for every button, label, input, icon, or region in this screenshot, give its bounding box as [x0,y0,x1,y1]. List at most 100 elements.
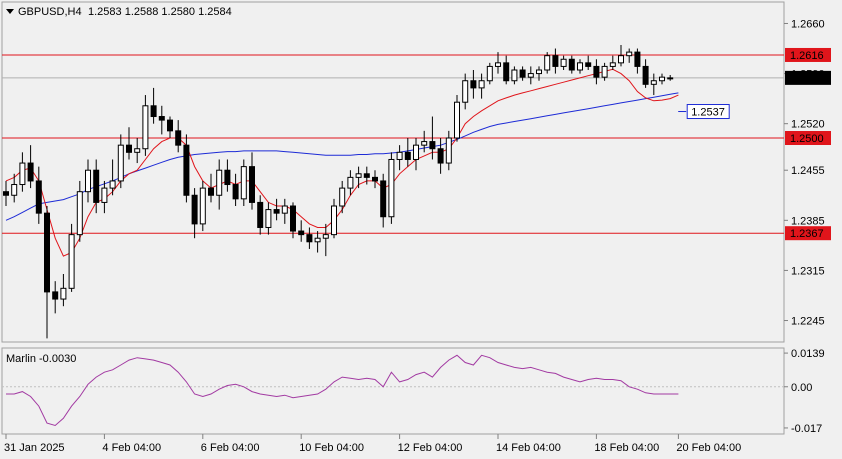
candle [109,159,116,196]
candle [609,55,616,70]
candle [224,159,231,192]
candle [552,48,559,74]
current-price-tag [785,70,831,85]
candle-body [527,73,534,78]
candle [667,75,674,81]
candle-body [68,234,75,289]
candle-body [240,166,247,200]
candle [322,223,329,257]
candle-body [3,191,9,196]
candle [3,180,9,206]
candle-body [609,62,616,67]
candle [167,116,173,138]
candle [445,130,452,171]
candle [208,173,214,203]
candle [232,173,239,206]
candles-layer [3,44,674,339]
level-price-tag-label: 1.2500 [790,133,824,145]
candle-body [552,55,559,67]
oscillator-frame [1,347,785,435]
y-tick-label: 1.2455 [791,165,825,177]
candle-body [19,162,26,186]
menu-triangle-icon[interactable] [6,9,14,14]
candle [413,138,419,171]
candle [421,130,428,153]
candle-body [232,184,239,200]
candle [273,198,280,221]
candle [257,195,264,235]
candle-body [568,58,575,71]
main-plot-frame [1,1,785,343]
candle-body [273,209,280,214]
candle [511,66,518,85]
candle [470,70,477,99]
candle-body [601,65,608,78]
x-tick-label: 14 Feb 04:00 [496,442,561,454]
candle-body [134,148,141,153]
candle-body [44,212,50,293]
candle [183,134,190,203]
candle-body [355,173,362,178]
candle-body [158,116,165,121]
candle [568,55,575,74]
candle [150,87,157,124]
x-tick-label: 20 Feb 04:00 [676,442,741,454]
candle-body [208,187,214,196]
candle [454,95,460,142]
candle-body [404,151,411,160]
candle-body [659,76,665,82]
candle [339,180,346,214]
candle [478,73,485,99]
candle-body [306,234,313,243]
candle-body [388,158,395,218]
candle [117,134,124,189]
candle-body [363,173,370,178]
candle [85,159,91,203]
candle-body [536,69,542,75]
candle-body [265,209,272,228]
candle-body [109,180,116,189]
ma-value-tag [686,104,730,120]
candle [462,73,469,110]
candle [618,44,624,67]
level-price-tag [785,226,831,241]
candle-body [445,137,452,164]
candle-body [347,176,354,189]
y-tick-label: 1.2315 [791,265,825,277]
candle-body [322,234,329,239]
chart-header: GBPUSD,H4 [18,6,82,18]
candle [404,138,411,167]
candle [281,198,288,224]
candle-body [298,230,305,236]
y-tick-label: 1.2520 [791,119,825,131]
candle [134,138,141,164]
candle [142,95,149,156]
candle [495,52,501,74]
candle-body [462,80,469,103]
candle [536,66,542,81]
candle [380,173,387,228]
y-tick-label: 1.2385 [791,215,825,227]
candle-body [470,80,477,89]
candle [519,66,526,81]
candle-body [634,51,641,67]
candle [650,73,657,96]
candle-body [372,176,378,182]
candle [27,145,34,189]
candle [486,62,493,85]
candle-body [413,144,419,160]
candle [52,281,59,314]
ohlc-values: 1.2583 1.2588 1.2580 1.2584 [88,6,232,18]
candle-body [281,205,288,214]
candle-body [126,144,132,153]
price-tags-layer: 1.2616 1.2500 1.2367 1.2584 1.2537 [678,47,831,241]
candle [240,159,247,206]
candle-body [421,141,428,146]
x-tick-label: 4 Feb 04:00 [102,442,161,454]
candle [19,152,26,192]
candle [355,166,362,189]
candle-body [642,65,649,85]
x-tick-label: 12 Feb 04:00 [398,442,463,454]
candle [76,180,83,242]
